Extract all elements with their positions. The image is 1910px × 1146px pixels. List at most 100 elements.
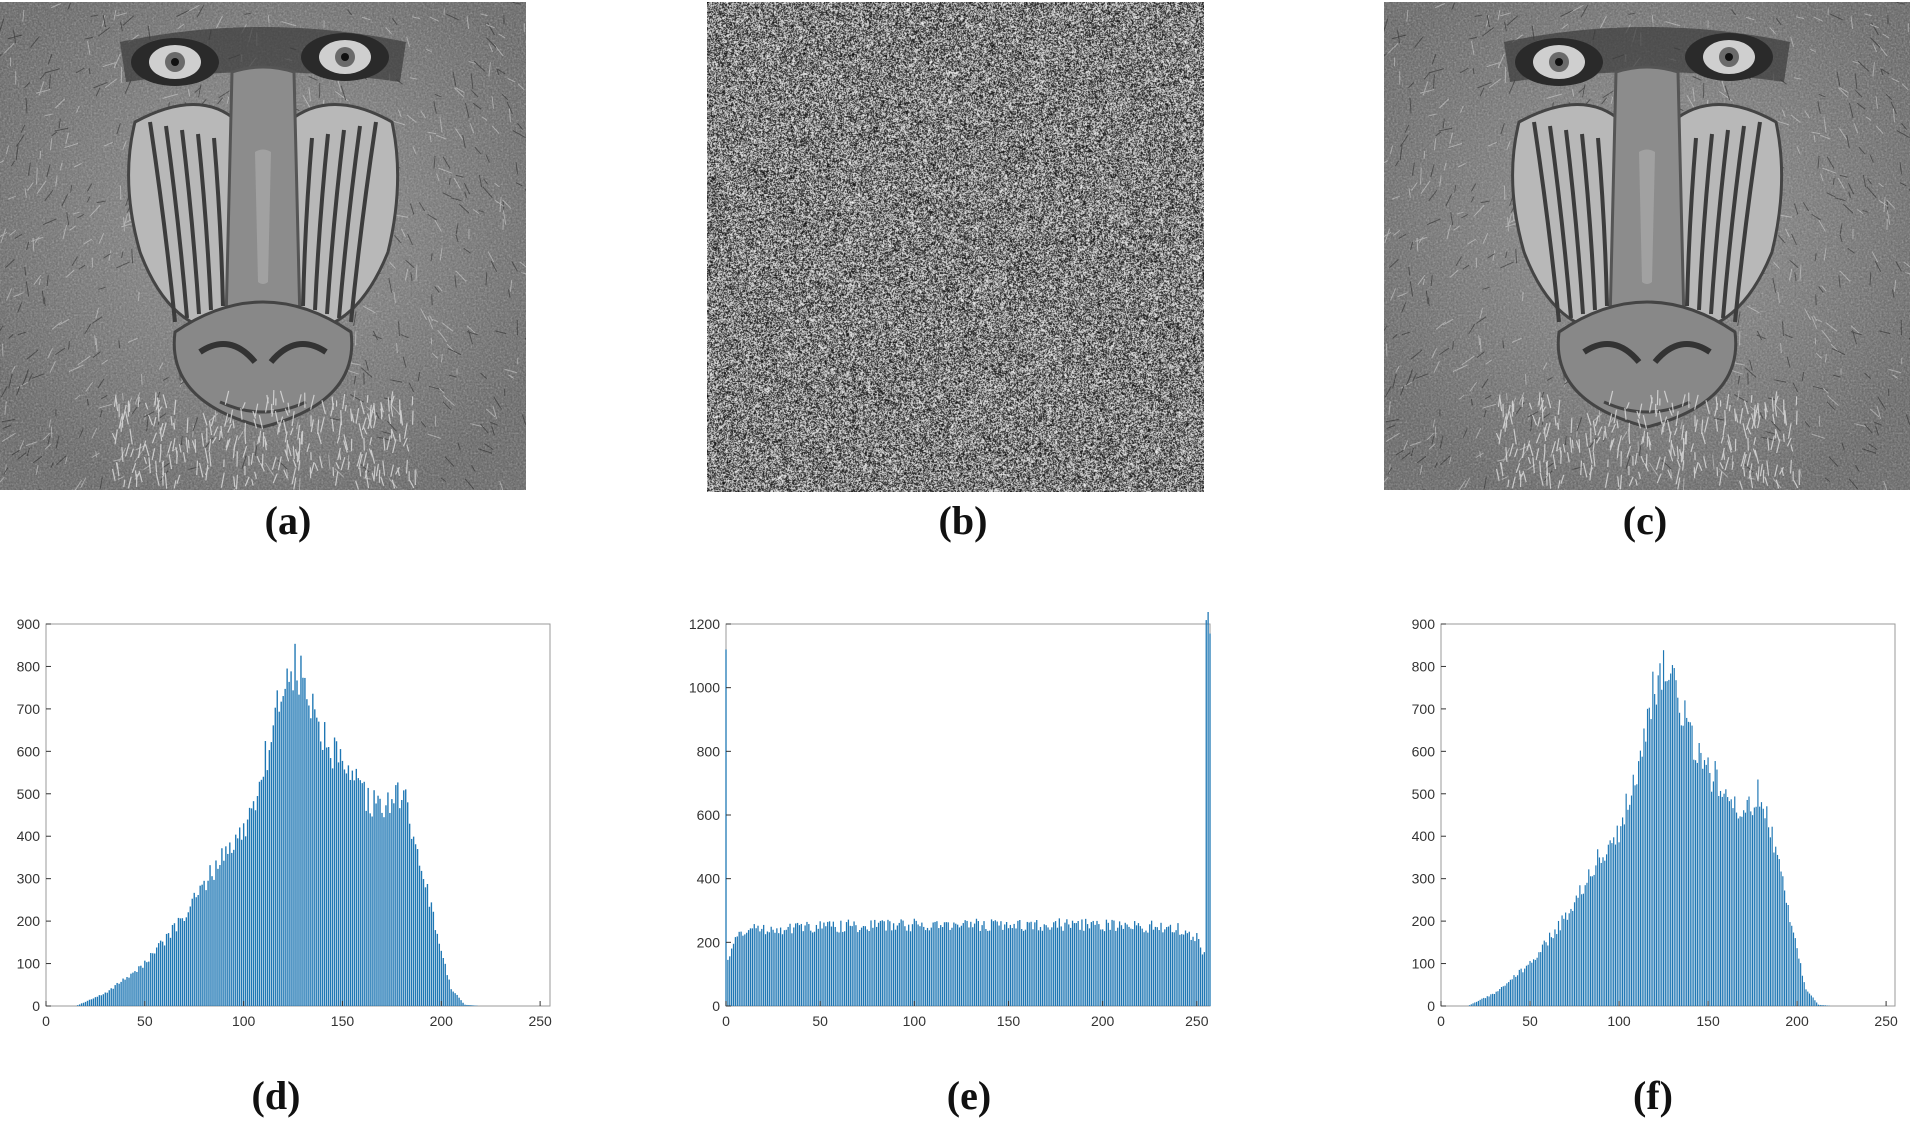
histogram-bar bbox=[736, 936, 738, 1006]
histogram-bar bbox=[815, 924, 818, 1006]
histogram-bar bbox=[1060, 926, 1062, 1006]
histogram-bar bbox=[776, 928, 778, 1006]
y-tick-label: 400 bbox=[697, 871, 721, 887]
y-tick-label: 600 bbox=[17, 743, 41, 759]
histogram-bar bbox=[817, 928, 819, 1006]
histogram-bar bbox=[1561, 915, 1563, 1006]
histogram-bar bbox=[1171, 932, 1173, 1006]
histogram-bar bbox=[308, 705, 310, 1006]
histogram-bar bbox=[102, 994, 105, 1006]
histogram-bar bbox=[290, 671, 292, 1006]
histogram-bar bbox=[371, 816, 373, 1006]
histogram-bar bbox=[1085, 918, 1087, 1006]
histogram-bar bbox=[1600, 862, 1602, 1006]
histogram-bar bbox=[1511, 979, 1513, 1006]
histogram-bar bbox=[1762, 808, 1764, 1006]
histogram-bar bbox=[1819, 1004, 1821, 1006]
y-tick-label: 400 bbox=[17, 828, 41, 844]
histogram-bar bbox=[1032, 929, 1034, 1006]
histogram-bars bbox=[76, 643, 478, 1006]
histogram-bar bbox=[462, 1002, 464, 1006]
histogram-bar bbox=[219, 865, 221, 1006]
histogram-bar bbox=[1620, 826, 1622, 1006]
histogram-bar bbox=[229, 842, 231, 1006]
histogram-bar bbox=[1203, 952, 1205, 1006]
histogram-bar bbox=[847, 919, 850, 1006]
histogram-bar bbox=[975, 918, 978, 1006]
histogram-bar bbox=[1582, 893, 1585, 1006]
histogram-bar bbox=[1577, 897, 1579, 1006]
histogram-bar bbox=[1768, 827, 1770, 1006]
histogram-bar bbox=[173, 923, 176, 1006]
histogram-bar bbox=[879, 920, 882, 1006]
mouth bbox=[1603, 400, 1691, 414]
histogram-bar bbox=[1013, 923, 1015, 1006]
histogram-bar bbox=[746, 932, 748, 1006]
histogram-bar bbox=[292, 690, 294, 1006]
histogram-bar bbox=[333, 737, 336, 1006]
histogram-bar bbox=[1037, 930, 1040, 1006]
histogram-bar bbox=[1543, 940, 1545, 1006]
histogram-bar bbox=[832, 921, 834, 1006]
pupil bbox=[1725, 53, 1733, 61]
histogram-bar bbox=[1538, 952, 1540, 1006]
histogram-bar bbox=[161, 941, 164, 1006]
histogram-bar bbox=[401, 799, 403, 1006]
histogram-bar bbox=[779, 927, 782, 1006]
histogram-bar bbox=[84, 1001, 87, 1006]
y-tick-label: 0 bbox=[712, 998, 720, 1014]
histogram-bar bbox=[1744, 812, 1747, 1006]
histogram-bar bbox=[381, 812, 383, 1006]
histogram-bar bbox=[1039, 926, 1042, 1006]
histogram-bar bbox=[1468, 1005, 1471, 1006]
histogram-bar bbox=[742, 935, 744, 1006]
histogram-bar bbox=[1169, 924, 1172, 1006]
histogram-bar bbox=[740, 931, 742, 1006]
histogram-bar bbox=[1124, 922, 1126, 1006]
histogram-bar bbox=[464, 1004, 466, 1006]
histogram-bar bbox=[793, 927, 795, 1006]
histogram-bar bbox=[221, 848, 223, 1006]
histogram-bar bbox=[1814, 1000, 1816, 1006]
histogram-bar bbox=[911, 924, 914, 1006]
histogram-bar bbox=[1554, 929, 1556, 1006]
histogram-bar bbox=[1017, 920, 1019, 1006]
histogram-bar bbox=[1805, 989, 1807, 1006]
histogram-bar bbox=[1102, 929, 1104, 1006]
histogram-bar bbox=[1164, 929, 1166, 1006]
y-tick-label: 900 bbox=[1412, 616, 1436, 632]
histogram-bar bbox=[1476, 1001, 1478, 1006]
histogram-bar bbox=[1158, 930, 1160, 1006]
histogram-bar bbox=[144, 960, 146, 1006]
histogram-bar bbox=[90, 999, 93, 1006]
histogram-bar bbox=[1019, 920, 1021, 1006]
histogram-bar bbox=[1753, 807, 1755, 1006]
caption-f: (f) bbox=[1633, 1073, 1673, 1118]
histogram-bar bbox=[887, 919, 889, 1006]
cheek-ridges bbox=[1532, 121, 1762, 323]
histogram-bar bbox=[1678, 712, 1681, 1006]
histogram-bar bbox=[828, 921, 831, 1006]
histogram-bar bbox=[868, 930, 870, 1006]
histogram-bar bbox=[1789, 922, 1791, 1006]
histogram-bar bbox=[363, 781, 365, 1006]
histogram-bar bbox=[383, 817, 385, 1006]
caption-d: (d) bbox=[251, 1073, 301, 1118]
histogram-bar bbox=[1064, 922, 1066, 1006]
histogram-bar bbox=[1778, 859, 1780, 1006]
histogram-bar bbox=[1181, 934, 1183, 1006]
histogram-bar bbox=[76, 1005, 79, 1006]
x-tick-label: 250 bbox=[1874, 1013, 1898, 1029]
y-tick-label: 800 bbox=[17, 658, 41, 674]
caption-c: (c) bbox=[1622, 498, 1668, 543]
histogram-bar bbox=[972, 927, 974, 1006]
histogram-bar bbox=[448, 979, 450, 1006]
histogram-bar bbox=[1666, 681, 1668, 1006]
histogram-bar bbox=[395, 785, 397, 1006]
histogram-bar bbox=[1030, 921, 1032, 1006]
histogram-bar bbox=[1719, 790, 1722, 1006]
histogram-bar bbox=[857, 932, 859, 1006]
caption-e: (e) bbox=[946, 1073, 992, 1118]
histogram-bar bbox=[347, 765, 350, 1006]
histogram-bar bbox=[1702, 768, 1704, 1006]
